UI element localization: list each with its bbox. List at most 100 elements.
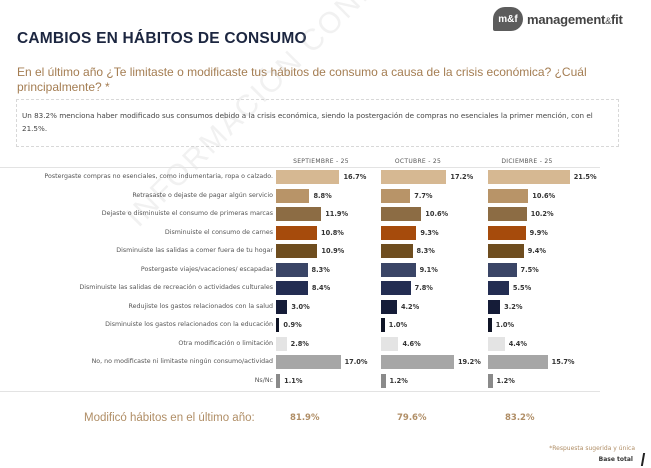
modified-habits-oct: 79.6% [397,413,427,423]
bar-value-label: 8.3% [416,247,435,255]
bar [381,281,411,295]
bar-value-label: 16.7% [343,173,367,181]
category-label: Retrasaste o dejaste de pagar algún serv… [132,191,273,199]
bar [488,244,524,258]
bar [276,318,280,332]
bar-value-label: 8.4% [311,284,331,292]
summary-box: Un 83.2% menciona haber modificado sus c… [16,99,619,147]
bar [488,170,570,184]
bar-value-label: 9.1% [419,265,438,274]
bar [381,170,447,184]
modified-habits-sep: 81.9% [290,413,320,423]
logo-text-management: management [527,11,606,27]
bar [381,244,413,258]
bar [381,373,386,388]
bar [276,373,281,388]
footnote-suggested-response: *Respuesta sugerida y única [549,445,635,452]
logo-text-fit: fit [611,11,623,27]
bar-value-label: 19.2% [457,358,481,366]
category-label: Dejaste o disminuiste el consumo de prim… [101,210,273,217]
bar-value-label: 10.9% [321,247,345,255]
bar-value-label: 21.5% [573,173,597,181]
column-header: SEPTIEMBRE - 25 [293,158,349,165]
bar [488,262,517,277]
category-label: Redujiste los gastos relacionados con la… [128,302,273,310]
bar-value-label: 7.8% [414,284,433,292]
category-label: Disminuiste las salidas a comer fuera de… [116,247,273,254]
bar [381,318,385,332]
bar [276,355,341,369]
bar-value-label: 7.7% [414,191,433,200]
chart-top-divider [0,167,600,168]
bar [488,355,548,369]
bar [381,262,416,277]
bar-value-label: 3.0% [291,302,310,311]
category-label: Postergaste compras no esenciales, como … [44,173,273,180]
bar-value-label: 9.3% [420,228,439,237]
bar-value-label: 11.9% [325,210,349,218]
column-header: OCTUBRE - 25 [394,158,442,165]
brand-logo: m&f management&fit [493,7,623,31]
bar [276,299,288,314]
bar [381,355,454,369]
logo-mark-icon: m&f [493,7,523,31]
bar-value-label: 15.7% [551,358,575,366]
category-label: No, no modificaste ni limitaste ningún c… [91,358,273,365]
category-label: Ns/Nc [254,376,273,384]
bar [488,225,526,240]
bar [276,207,322,221]
bar-value-label: 4.6% [402,339,421,348]
bar [276,244,318,258]
category-label: Disminuiste las salidas de recreación o … [79,284,273,291]
bar-value-label: 10.6% [532,191,556,200]
column-header: DICIEMBRE - 25 [501,158,553,165]
bar-value-label: 2.8% [290,339,309,348]
bar [276,262,308,277]
bar [488,281,509,295]
bar [488,207,527,221]
bar [276,281,308,295]
category-label: Postergaste viajes/vacaciones/ escapadas [140,265,273,273]
bar [488,188,529,203]
bar-value-label: 5.5% [512,284,532,292]
category-label: Otra modificación o limitación [178,339,273,347]
logo-text: management&fit [527,12,623,27]
footnote-base: Base total [598,456,633,463]
bar [381,188,411,203]
bar [488,373,493,388]
bar-value-label: 9.4% [527,247,547,255]
bar [276,188,310,203]
bar [276,336,287,351]
bar [488,299,501,314]
category-label: Disminuiste el consumo de carnes [164,228,273,236]
bar-value-label: 10.2% [530,210,554,218]
bar [276,170,340,184]
bar [381,299,397,314]
bar-value-label: 1.1% [284,376,303,385]
bar [488,336,505,351]
bar-value-label: 8.3% [311,265,330,274]
page-title: CAMBIOS EN HÁBITOS DE CONSUMO [17,30,307,47]
bar-value-label: 9.9% [529,228,548,237]
bar-value-label: 1.0% [388,321,408,329]
logo-text-amp: & [605,15,612,26]
bar [381,225,417,240]
chart-bottom-divider [0,391,600,392]
bar-value-label: 1.0% [495,321,515,329]
category-label: Disminuiste los gastos relacionados con … [105,321,273,328]
bar [488,318,492,332]
bar-value-label: 1.2% [496,376,515,385]
survey-question: En el último año ¿Te limitaste o modific… [17,65,587,94]
bar-value-label: 4.4% [508,339,528,348]
bar [381,336,399,351]
bar-value-label: 10.8% [321,228,344,237]
bar [276,225,318,240]
bar-value-label: 17.0% [344,358,368,366]
bar [381,207,422,221]
bar-value-label: 7.5% [520,265,539,274]
bar-value-label: 17.2% [450,173,474,181]
bar-value-label: 8.8% [313,191,332,200]
bar-value-label: 10.6% [425,210,449,218]
modified-habits-label: Modificó hábitos en el último año: [84,412,255,424]
bar-value-label: 1.2% [389,376,408,385]
